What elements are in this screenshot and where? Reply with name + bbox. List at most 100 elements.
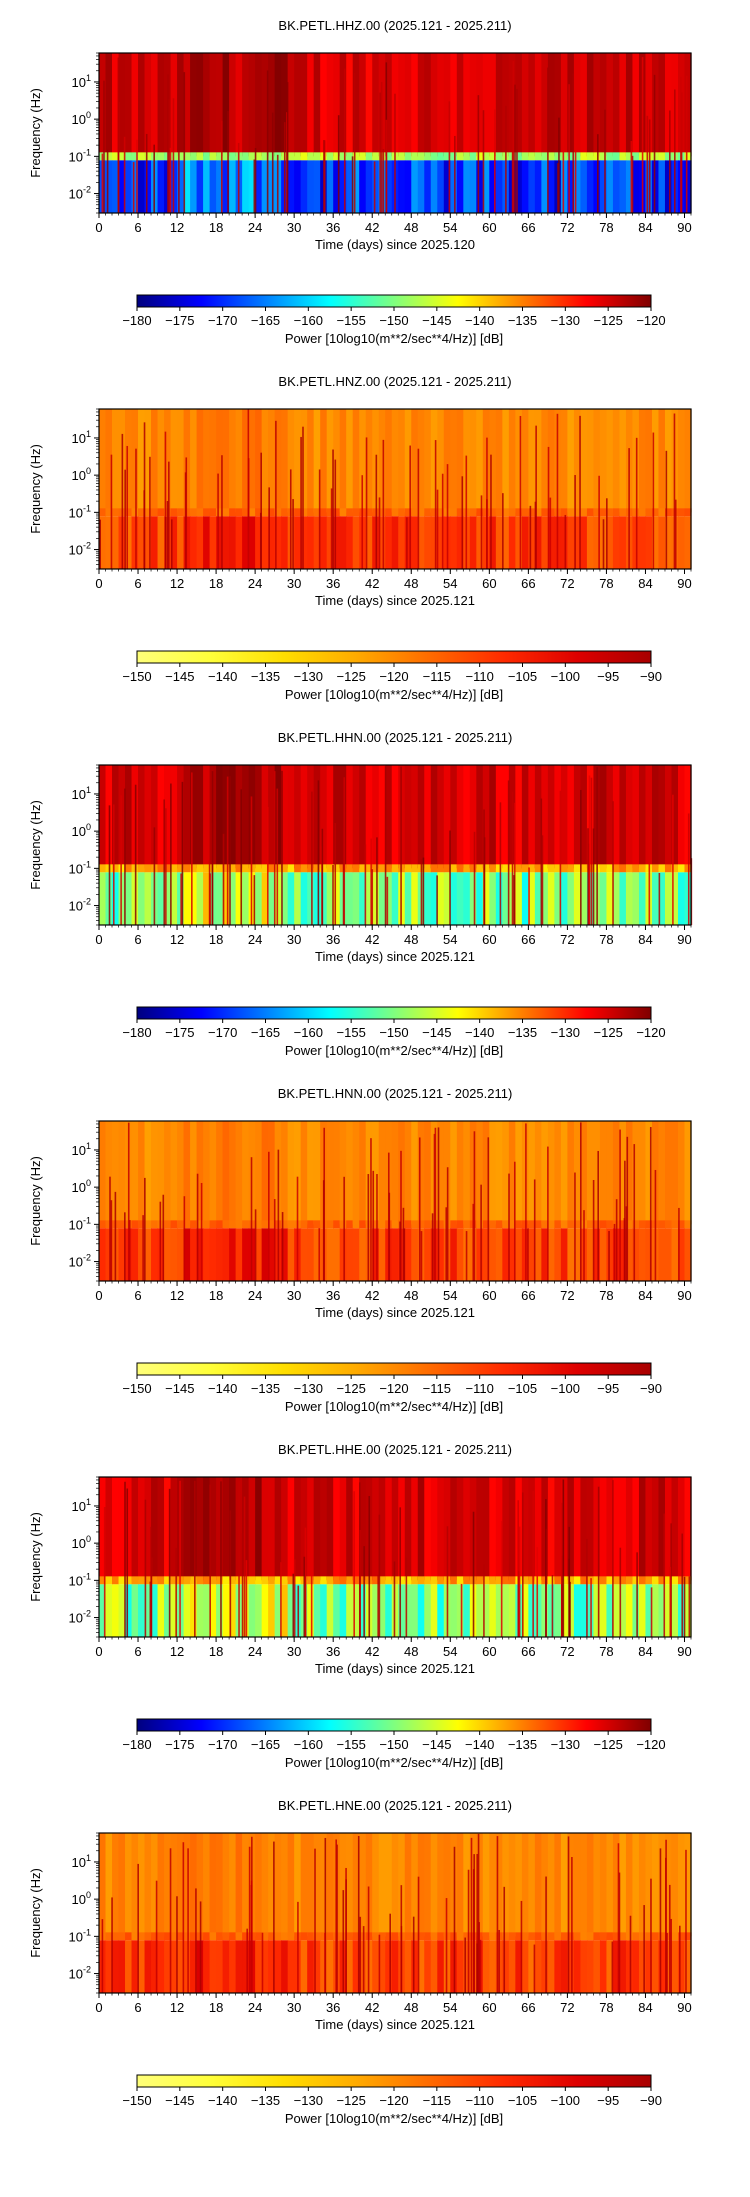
heatmap-cell [625, 1228, 634, 1281]
heatmap-cell [320, 1576, 328, 1585]
heatmap-cell [664, 1121, 673, 1225]
heatmap-cell [671, 1932, 679, 1941]
heatmap-streak [405, 1557, 408, 1637]
heatmap-cell [365, 508, 373, 517]
heatmap-cell [417, 1121, 425, 1225]
heatmap-streak [101, 1919, 104, 1993]
heatmap-cell [625, 1220, 634, 1229]
heatmap-cell [534, 1477, 542, 1581]
spectrogram-panel-2: BK.PETL.HNZ.00 (2025.121 - 2025.211)0 6 12… [28, 374, 692, 702]
heatmap-cell [151, 1576, 159, 1585]
heatmap-cell [294, 1576, 302, 1585]
heatmap-cell [164, 1477, 172, 1581]
heatmap-cell [619, 409, 627, 513]
heatmap-cell [463, 864, 471, 873]
heatmap-cell [326, 160, 334, 213]
heatmap-cell [183, 1940, 191, 1993]
heatmap-streak [541, 835, 544, 925]
heatmap-cell [112, 409, 120, 513]
heatmap-cell [235, 1228, 243, 1281]
heatmap-cell [281, 1121, 289, 1225]
heatmap-cell [573, 1932, 582, 1941]
heatmap-cell [339, 516, 347, 569]
heatmap-cell [521, 508, 529, 517]
heatmap-cell [463, 1220, 471, 1229]
heatmap-cell [346, 1228, 354, 1281]
heatmap-cell [424, 1584, 432, 1637]
heatmap-streak [670, 1523, 672, 1637]
x-tick-label: 12 [170, 576, 184, 591]
heatmap-cell [612, 864, 621, 873]
heatmap-streak [549, 497, 552, 569]
heatmap-streak [178, 76, 180, 213]
heatmap-streak [574, 99, 577, 213]
heatmap-streak [617, 1843, 620, 1993]
heatmap-cell [118, 160, 126, 213]
heatmap-cell [606, 765, 614, 869]
x-tick-label: 12 [170, 1644, 184, 1659]
heatmap-cell [144, 508, 152, 517]
heatmap-cell [684, 152, 692, 161]
heatmap-cell [372, 1121, 380, 1225]
heatmap-streak [630, 141, 633, 213]
heatmap-cell [437, 1833, 445, 1937]
heatmap-cell [216, 409, 224, 513]
heatmap-cell [612, 1940, 621, 1993]
heatmap-cell [326, 1228, 334, 1281]
heatmap-cell [307, 516, 315, 569]
heatmap-cell [476, 53, 484, 157]
heatmap-cell [586, 1833, 595, 1937]
heatmap-cell [261, 1932, 269, 1941]
y-axis-label: Frequency (Hz) [28, 444, 43, 534]
heatmap-cell [346, 1121, 354, 1225]
heatmap-cell [638, 1477, 647, 1581]
heatmap-cell [144, 53, 152, 157]
heatmap-cell [313, 508, 321, 517]
heatmap-streak [659, 1848, 662, 1993]
heatmap-streak [476, 1943, 478, 1993]
heatmap-cell [183, 864, 191, 873]
heatmap-cell [190, 1228, 198, 1281]
heatmap-cell [352, 409, 360, 513]
heatmap-cell [261, 508, 269, 517]
heatmap-cell [287, 864, 295, 873]
heatmap-streak [373, 161, 376, 213]
heatmap-cell [105, 1576, 113, 1585]
heatmap-streak [461, 476, 464, 569]
heatmap-cell [281, 1932, 289, 1941]
heatmap-cell [248, 409, 256, 513]
heatmap-cell [625, 1833, 634, 1937]
x-tick-label: 48 [404, 1644, 418, 1659]
colorbar-tick-label: −135 [251, 2093, 280, 2108]
heatmap-cell [339, 1228, 347, 1281]
heatmap-cell [112, 1576, 120, 1585]
heatmap-cell [489, 1220, 497, 1229]
heatmap-streak [229, 1510, 232, 1637]
heatmap-streak [273, 771, 276, 925]
heatmap-streak [220, 120, 223, 213]
heatmap-streak [669, 110, 671, 213]
heatmap-streak [367, 1886, 370, 1993]
heatmap-streak [483, 809, 485, 925]
heatmap-cell [261, 1228, 269, 1281]
heatmap-cell [684, 1477, 692, 1581]
heatmap-cell [677, 864, 686, 873]
heatmap-cell [586, 872, 595, 925]
colorbar-tick-label: −155 [337, 1737, 366, 1752]
heatmap-cell [99, 765, 107, 869]
heatmap-cell [105, 1121, 113, 1225]
heatmap-cell [125, 872, 133, 925]
heatmap-cell [463, 872, 471, 925]
heatmap-cell [664, 1576, 673, 1585]
heatmap-cell [170, 1932, 178, 1941]
heatmap-cell [404, 1940, 412, 1993]
heatmap-cell [229, 1833, 237, 1937]
heatmap-cell [118, 53, 126, 157]
x-tick-label: 0 [95, 576, 102, 591]
heatmap-streak [422, 857, 425, 925]
heatmap-cell [274, 1477, 282, 1581]
heatmap-cell [177, 864, 185, 873]
heatmap-cell [255, 1220, 263, 1229]
heatmap-cell [560, 1576, 568, 1585]
heatmap-streak [556, 413, 559, 569]
